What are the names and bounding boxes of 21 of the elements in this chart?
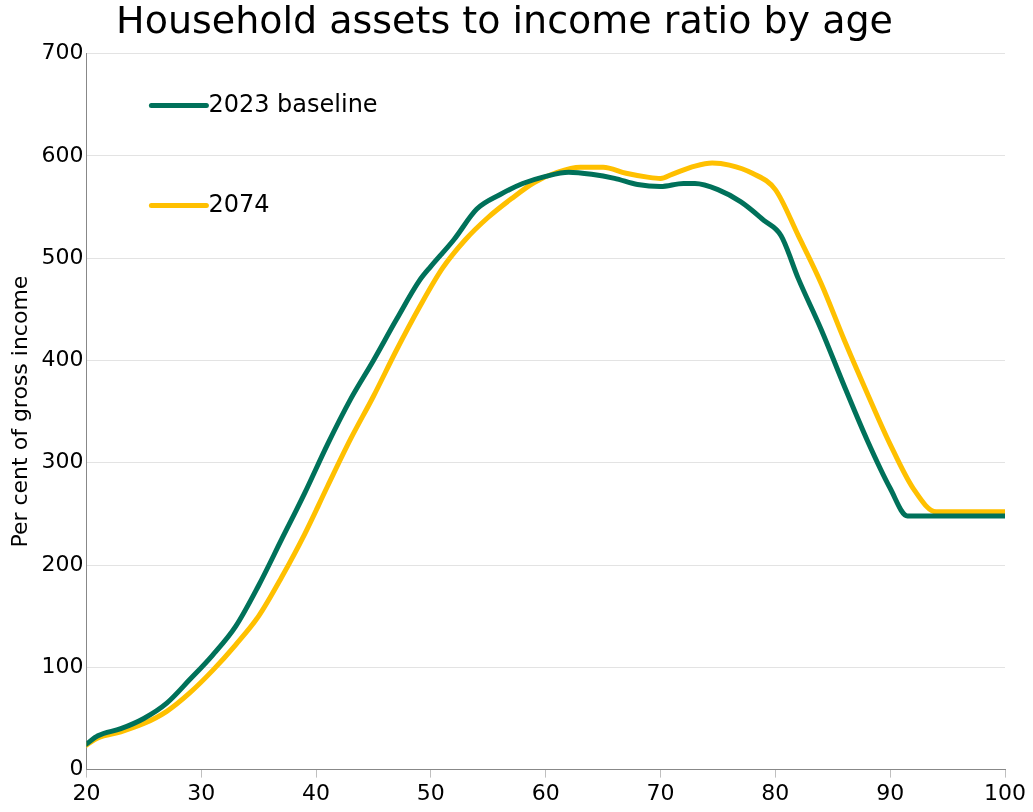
- x-tick-label: 50: [416, 779, 445, 805]
- x-tick-label: 60: [531, 779, 560, 805]
- x-tick-label: 40: [302, 779, 331, 805]
- x-tick-label: 30: [187, 779, 216, 805]
- x-tick-label: 80: [761, 779, 790, 805]
- y-tick-label: 200: [41, 550, 84, 576]
- x-tick-label: 100: [984, 779, 1026, 805]
- y-tick-label: 700: [41, 39, 84, 65]
- y-axis-title: Per cent of gross income: [6, 275, 32, 548]
- x-tick-label: 20: [72, 779, 101, 805]
- y-tick-label: 400: [41, 346, 84, 372]
- y-tick-label: 0: [69, 755, 84, 781]
- y-tick-label: 100: [41, 653, 84, 679]
- legend-label: 2023 baseline: [208, 89, 378, 118]
- y-tick-label: 500: [41, 243, 84, 269]
- x-tick-label: 90: [876, 779, 905, 805]
- chart-title: Household assets to income ratio by age: [116, 0, 893, 42]
- y-tick-label: 600: [41, 141, 84, 167]
- y-tick-label: 300: [41, 448, 84, 474]
- legend-label: 2074: [208, 189, 270, 218]
- x-tick-label: 70: [646, 779, 675, 805]
